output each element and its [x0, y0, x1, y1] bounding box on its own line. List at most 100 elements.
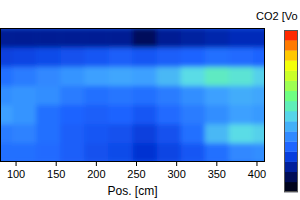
colorbar-band [284, 182, 298, 192]
cell [157, 143, 182, 162]
cell [181, 143, 206, 162]
cell [84, 66, 109, 86]
cell [205, 28, 230, 48]
cell [108, 66, 133, 86]
x-tick [96, 162, 97, 166]
colorbar-band [284, 30, 298, 40]
cell [229, 85, 254, 105]
cell [133, 47, 158, 67]
cell [60, 124, 85, 144]
cell [84, 143, 109, 162]
cell [157, 124, 182, 144]
cell [84, 47, 109, 67]
cell [108, 47, 133, 67]
cell [205, 66, 230, 86]
colorbar-band [284, 71, 298, 81]
cell [60, 66, 85, 86]
cell [12, 105, 37, 125]
cell [84, 105, 109, 125]
cell [253, 28, 265, 48]
cell [205, 85, 230, 105]
cell [133, 66, 158, 86]
cell [36, 143, 61, 162]
cell [181, 47, 206, 67]
cell [12, 143, 37, 162]
cell [0, 105, 13, 125]
cell [60, 143, 85, 162]
cell [157, 85, 182, 105]
cell [0, 28, 13, 48]
x-tick-label: 400 [248, 168, 266, 180]
cell [253, 143, 265, 162]
colorbar-band [284, 91, 298, 101]
x-tick-label: 100 [7, 168, 25, 180]
cell [229, 124, 254, 144]
colorbar-band [284, 172, 298, 182]
cell [205, 47, 230, 67]
colorbar-band [284, 50, 298, 60]
cell [36, 105, 61, 125]
cell [133, 105, 158, 125]
x-tick [216, 162, 217, 166]
cell [60, 47, 85, 67]
x-tick-label: 250 [127, 168, 145, 180]
cell [60, 85, 85, 105]
colorbar-label: CO2 [Vo [256, 10, 298, 22]
cell [229, 28, 254, 48]
cell [12, 47, 37, 67]
cell [157, 66, 182, 86]
cells [0, 28, 265, 162]
cell [108, 105, 133, 125]
cell [0, 66, 13, 86]
x-tick [16, 162, 17, 166]
cell [229, 47, 254, 67]
cell [0, 85, 13, 105]
cell [12, 124, 37, 144]
cell [181, 85, 206, 105]
x-tick-label: 150 [47, 168, 65, 180]
colorbar-band [284, 141, 298, 151]
cell [229, 105, 254, 125]
cell [181, 105, 206, 125]
cell [253, 47, 265, 67]
colorbar-band [284, 101, 298, 111]
colorbar-band [284, 111, 298, 121]
x-axis-label: Pos. [cm] [107, 184, 157, 198]
x-tick [176, 162, 177, 166]
cell [229, 143, 254, 162]
cell [108, 28, 133, 48]
cell [205, 143, 230, 162]
cell [205, 124, 230, 144]
cell [0, 47, 13, 67]
cell [133, 124, 158, 144]
colorbar-band [284, 60, 298, 70]
x-tick [136, 162, 137, 166]
colorbar-frame [285, 31, 298, 192]
colorbar-band [284, 152, 298, 162]
plot-frame [1, 29, 265, 162]
cell [36, 124, 61, 144]
x-tick-label: 350 [208, 168, 226, 180]
cell [0, 143, 13, 162]
cell [60, 28, 85, 48]
cell [133, 85, 158, 105]
x-tick [56, 162, 57, 166]
x-tick-label: 200 [87, 168, 105, 180]
plot-background [0, 28, 265, 162]
colorbar-band [284, 131, 298, 141]
cell [84, 28, 109, 48]
colorbar-band [284, 40, 298, 50]
x-tick [256, 162, 257, 166]
cell [12, 85, 37, 105]
cell [84, 124, 109, 144]
cell [12, 66, 37, 86]
cell [157, 47, 182, 67]
cell [60, 105, 85, 125]
cell [12, 28, 37, 48]
cell [133, 143, 158, 162]
cell [205, 105, 230, 125]
cell [108, 143, 133, 162]
chart: 100150200250300350400Pos. [cm]CO2 [Vo [0, 0, 300, 200]
cell [181, 66, 206, 86]
colorbar-band [284, 81, 298, 91]
